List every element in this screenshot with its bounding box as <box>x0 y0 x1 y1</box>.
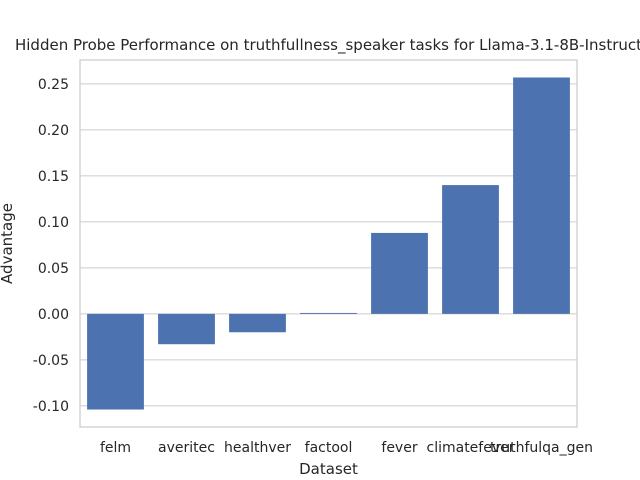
x-tick-label: truthfulqa_gen <box>490 440 593 456</box>
chart-title: Hidden Probe Performance on truthfullnes… <box>15 36 640 55</box>
y-tick-label: -0.05 <box>33 353 69 369</box>
x-tick-label: factool <box>305 440 353 456</box>
x-axis-label: Dataset <box>299 460 358 478</box>
y-axis-label: Advantage <box>0 203 16 284</box>
plot-frame <box>79 59 578 428</box>
bars <box>87 77 570 410</box>
bar-averitec <box>158 313 215 345</box>
y-tick-label: 0.20 <box>38 123 69 139</box>
x-tick-label: averitec <box>158 440 215 456</box>
y-tick-label: 0.15 <box>38 169 69 185</box>
y-tick-labels: -0.10 -0.05 0.00 0.05 0.10 0.15 0.20 0.25 <box>33 77 69 415</box>
bar-felm <box>87 313 144 410</box>
bar-truthfulqa_gen <box>513 77 570 314</box>
bar-climatefever <box>442 185 499 314</box>
y-tick-label: 0.05 <box>38 261 69 277</box>
bar-factool <box>300 312 357 314</box>
x-tick-label: fever <box>381 440 417 456</box>
y-tick-label: 0.10 <box>38 215 69 231</box>
x-tick-label: felm <box>100 440 131 456</box>
bar-healthver <box>229 313 286 333</box>
bar-fever <box>371 232 428 314</box>
grid-lines <box>80 83 577 407</box>
y-tick-label: 0.25 <box>38 77 69 93</box>
y-tick-label: 0.00 <box>38 307 69 323</box>
y-tick-label: -0.10 <box>33 399 69 415</box>
x-tick-label: climatefever <box>427 440 515 456</box>
x-tick-labels: felm averitec healthver factool fever climate… <box>100 440 593 456</box>
x-tick-label: healthver <box>224 440 291 456</box>
